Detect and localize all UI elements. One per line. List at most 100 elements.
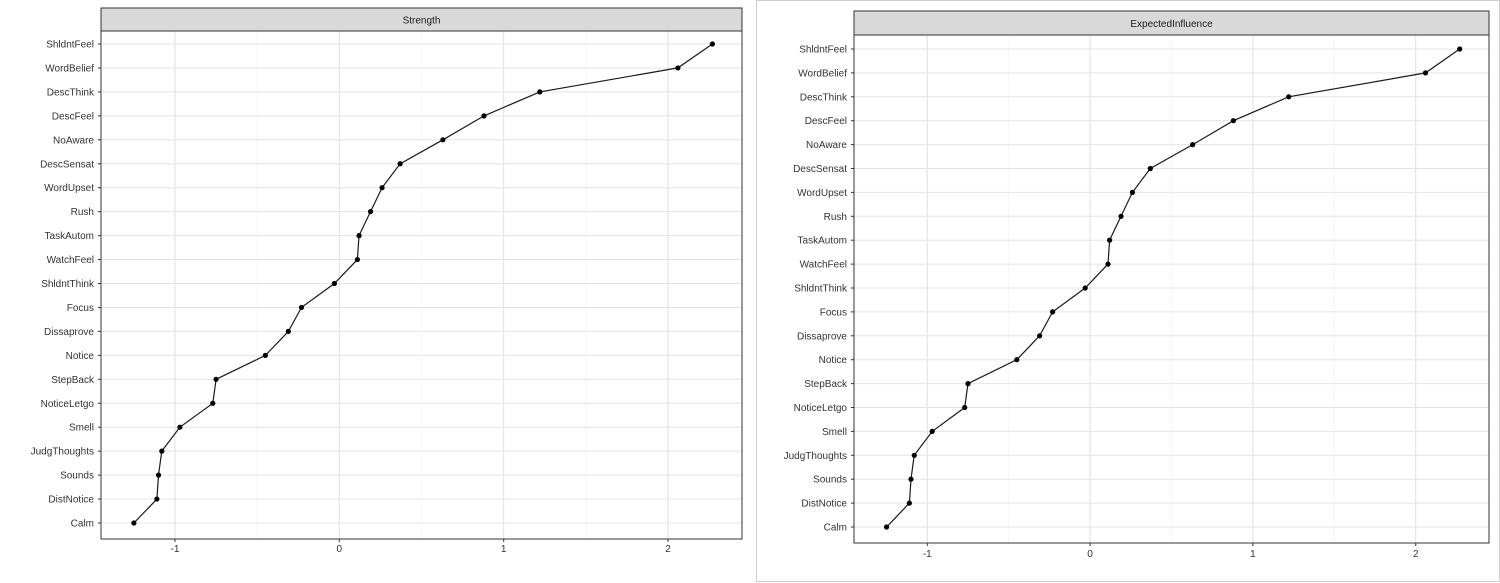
y-tick-label: DescThink <box>800 92 848 103</box>
y-tick-label: Focus <box>820 307 847 318</box>
data-point <box>159 448 165 454</box>
data-point <box>1050 309 1056 315</box>
y-tick-label: Calm <box>824 523 847 534</box>
panel-title: ExpectedInfluence <box>1130 19 1213 30</box>
data-point <box>537 89 543 95</box>
y-tick-label: Smell <box>69 423 94 434</box>
expected-influence-chart: ExpectedInfluence Calm DistNotice Sounds Jud… <box>784 10 1490 560</box>
x-tick-label: 2 <box>1413 549 1419 560</box>
data-point <box>354 256 360 263</box>
data-point <box>1105 261 1111 267</box>
data-point <box>481 113 487 119</box>
x-tick-label: 0 <box>337 544 343 555</box>
y-tick-label: DescFeel <box>52 111 94 122</box>
data-point <box>1037 333 1043 339</box>
panel-border <box>100 30 743 540</box>
x-tick-label: 1 <box>501 544 507 555</box>
strength-chart: Strength Calm DistNotice Sounds JudgThoughts… <box>31 7 743 555</box>
y-tick-label: Sounds <box>813 475 847 486</box>
panel-border <box>853 34 1490 544</box>
data-point <box>1129 189 1136 195</box>
data-point <box>356 233 362 239</box>
data-point <box>177 424 183 430</box>
y-tick-label: DistNotice <box>48 495 94 506</box>
y-tick-label: Dissaprove <box>797 331 847 342</box>
y-tick-label: Focus <box>67 303 94 314</box>
data-point <box>906 500 912 506</box>
data-point <box>397 161 403 167</box>
data-point <box>367 209 374 215</box>
y-tick-label: Rush <box>824 212 847 223</box>
data-point <box>883 524 890 530</box>
x-tick-label: 0 <box>1087 549 1093 560</box>
data-point <box>210 400 216 406</box>
data-point <box>1230 118 1236 124</box>
y-tick-label: WordBelief <box>45 63 94 74</box>
y-tick-label: NoticeLetgo <box>41 399 95 410</box>
x-tick-label: -1 <box>923 549 932 560</box>
data-point <box>155 472 162 478</box>
y-tick-label: ShldntFeel <box>799 45 847 56</box>
y-tick-label: NoAware <box>806 140 847 151</box>
data-point <box>1147 165 1153 172</box>
x-tick-label: 1 <box>1250 549 1256 560</box>
data-point <box>262 352 268 358</box>
panel-title: Strength <box>403 16 441 27</box>
y-tick-label: NoticeLetgo <box>794 403 848 414</box>
y-tick-label: WatchFeel <box>47 255 94 266</box>
strip-header <box>853 10 1490 36</box>
y-tick-label: ShldntFeel <box>46 40 94 51</box>
chart-panel-expected-influence: ExpectedInfluence Calm DistNotice Sounds Jud… <box>756 0 1500 582</box>
data-point <box>440 137 446 143</box>
y-tick-label: Smell <box>822 427 847 438</box>
y-tick-label: TaskAutom <box>798 236 847 247</box>
y-tick-label: DescSensat <box>793 164 847 175</box>
data-point <box>1190 142 1196 148</box>
data-point <box>965 381 971 387</box>
y-tick-label: DistNotice <box>801 499 847 510</box>
y-tick-label: Calm <box>71 519 94 530</box>
data-point <box>962 404 968 411</box>
y-tick-label: WordUpset <box>797 188 847 199</box>
y-tick-label: JudgThoughts <box>31 447 94 458</box>
y-tick-label: JudgThoughts <box>784 451 847 462</box>
data-point <box>709 41 716 47</box>
data-point <box>1107 237 1113 243</box>
y-tick-label: StepBack <box>51 375 95 386</box>
data-point <box>1118 213 1124 219</box>
data-point <box>908 476 914 482</box>
y-tick-label: Dissaprove <box>44 327 94 338</box>
data-point <box>1457 46 1463 52</box>
y-tick-label: DescSensat <box>40 159 94 170</box>
data-point <box>911 452 917 458</box>
data-point <box>675 65 681 71</box>
y-tick-label: NoAware <box>53 135 94 146</box>
data-point <box>1286 94 1292 100</box>
y-tick-label: StepBack <box>804 379 848 390</box>
data-point <box>213 376 219 382</box>
y-tick-label: Sounds <box>60 471 94 482</box>
data-point <box>154 496 160 502</box>
y-tick-label: Rush <box>71 207 94 218</box>
data-point <box>1014 357 1020 363</box>
data-point <box>929 428 935 434</box>
data-point <box>379 185 385 191</box>
data-point <box>1422 70 1429 76</box>
data-point <box>331 280 337 287</box>
data-point <box>1082 285 1088 291</box>
y-tick-label: WordBelief <box>798 68 847 79</box>
y-tick-label: DescThink <box>47 87 95 98</box>
y-tick-label: ShldntThink <box>794 284 848 295</box>
data-point <box>131 520 137 526</box>
data-point <box>298 304 305 311</box>
x-tick-label: -1 <box>171 544 180 555</box>
x-tick-label: 2 <box>665 544 671 555</box>
chart-panel-strength: Strength Calm DistNotice Sounds JudgThoughts… <box>0 0 750 582</box>
y-tick-label: DescFeel <box>805 116 847 127</box>
y-tick-label: WatchFeel <box>800 260 847 271</box>
data-point <box>285 328 291 334</box>
y-tick-label: Notice <box>819 355 848 366</box>
y-tick-label: WordUpset <box>44 183 94 194</box>
y-tick-label: Notice <box>66 351 95 362</box>
y-tick-label: ShldntThink <box>41 279 95 290</box>
